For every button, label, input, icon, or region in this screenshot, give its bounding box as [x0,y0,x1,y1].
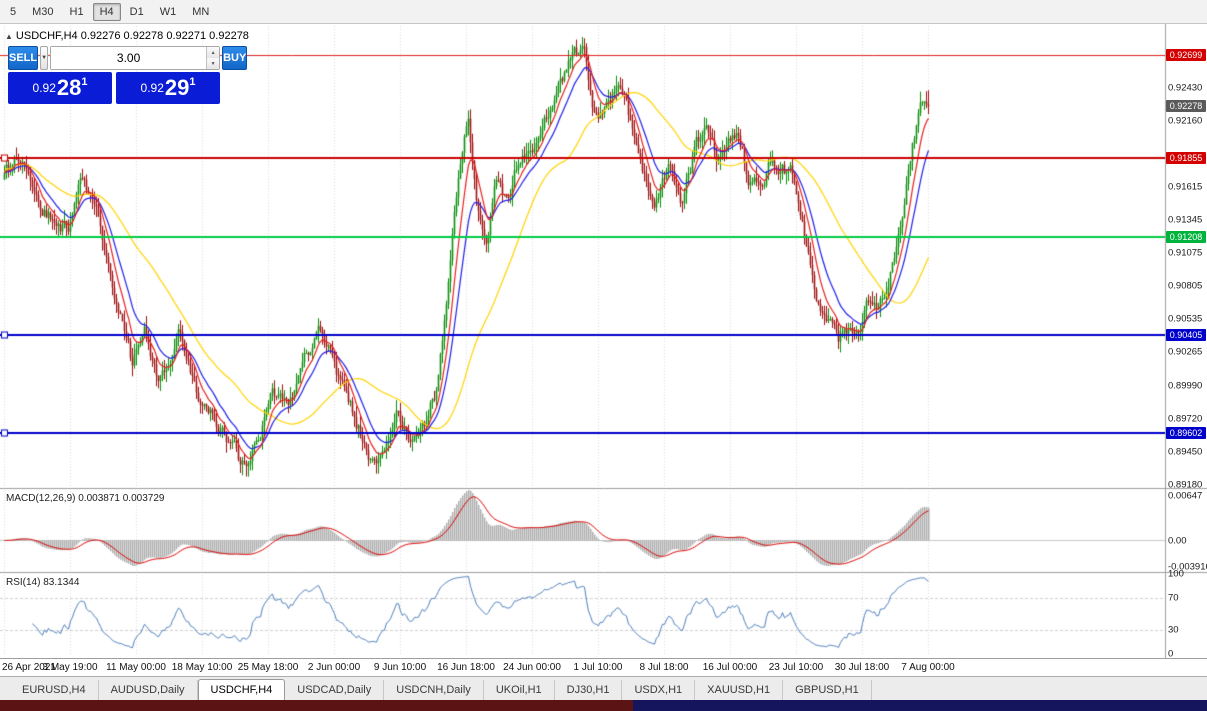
period-button-5[interactable]: 5 [10,5,17,18]
time-axis-label: 16 Jun 18:00 [437,662,495,673]
trade-controls-row: SELL ▼ ▲ ▼ BUY [8,46,248,70]
chart-tab-dj30-h1[interactable]: DJ30,H1 [555,680,623,700]
period-button-w1[interactable]: W1 [159,5,177,18]
tick-up-icon: ▲ [5,32,13,41]
sell-price-display[interactable]: 0.92 28 1 [8,72,112,104]
time-axis-label: 18 May 10:00 [171,662,233,673]
time-axis-label: 24 Jun 00:00 [503,662,561,673]
status-strip-left [0,700,633,711]
sell-price-big: 28 [56,75,82,100]
sell-button[interactable]: SELL [8,46,39,70]
timeframe-toolbar: 5 M30 H1 H4 D1 W1 MN [0,0,1207,24]
period-button-mn[interactable]: MN [192,5,210,18]
chart-tab-usdcad-daily[interactable]: USDCAD,Daily [285,680,385,700]
chart-tab-audusd-daily[interactable]: AUDUSD,Daily [99,680,198,700]
chart-tab-usdx-h1[interactable]: USDX,H1 [622,680,696,700]
time-axis-label: 26 Apr 2021 [2,662,56,673]
status-strip-right [633,700,1207,711]
time-axis-label: 2 Jun 00:00 [307,662,361,673]
time-axis-label: 8 Jul 18:00 [639,662,689,673]
volume-field: ▲ ▼ [50,46,221,70]
time-axis-label: 3 May 19:00 [42,662,98,673]
volume-input[interactable] [51,47,207,69]
chart-tab-usdchf-h4[interactable]: USDCHF,H4 [197,679,286,700]
time-axis-label: 30 Jul 18:00 [834,662,890,673]
time-axis-label: 23 Jul 10:00 [768,662,824,673]
trade-prices-row: 0.92 28 1 0.92 29 1 [8,72,220,104]
time-axis-label: 1 Jul 10:00 [573,662,623,673]
price-chart-canvas[interactable] [0,24,1207,658]
volume-decrease-button[interactable]: ▼ [207,58,220,69]
time-axis-label: 11 May 00:00 [106,662,166,673]
time-axis-label: 16 Jul 00:00 [702,662,758,673]
buy-price-display[interactable]: 0.92 29 1 [116,72,220,104]
ohlc-readout: ▲ USDCHF,H4 0.92276 0.92278 0.92271 0.922… [5,30,249,42]
buy-price-prefix: 0.92 [140,81,164,95]
sell-price-prefix: 0.92 [32,81,56,95]
time-axis[interactable]: 26 Apr 2021 3 May 19:00 11 May 00:00 18 May… [0,658,1207,676]
macd-indicator-label: MACD(12,26,9) 0.003871 0.003729 [6,493,165,504]
time-axis-label: 25 May 18:00 [237,662,299,673]
volume-increase-button[interactable]: ▲ [207,47,220,58]
period-button-d1[interactable]: D1 [129,5,144,18]
buy-price-sup: 1 [189,76,196,88]
period-button-h4[interactable]: H4 [92,2,121,21]
chart-tabs-bar: EURUSD,H4 AUDUSD,Daily USDCHF,H4 USDCAD,Dai… [0,676,1207,700]
chevron-down-icon: ▼ [41,55,48,61]
buy-price-big: 29 [164,75,190,100]
volume-spinner: ▲ ▼ [206,47,220,69]
buy-button[interactable]: BUY [222,46,248,70]
time-axis-label: 9 Jun 10:00 [373,662,427,673]
chart-tab-xauusd-h1[interactable]: XAUUSD,H1 [695,680,784,700]
period-button-m30[interactable]: M30 [32,5,54,18]
volume-dropdown-button[interactable]: ▼ [40,46,49,70]
sell-price-sup: 1 [81,76,88,88]
chart-tab-ukoil-h1[interactable]: UKOil,H1 [484,680,555,700]
ohlc-text: USDCHF,H4 0.92276 0.92278 0.92271 0.9227… [15,30,249,42]
status-strip [0,700,1207,711]
time-axis-label: 7 Aug 00:00 [901,662,955,673]
chart-tab-eurusd-h4[interactable]: EURUSD,H4 [10,680,99,700]
chart-tab-usdcnh-daily[interactable]: USDCNH,Daily [384,680,484,700]
chart-tab-gbpusd-h1[interactable]: GBPUSD,H1 [783,680,872,700]
chart-area: ▲ USDCHF,H4 0.92276 0.92278 0.92271 0.922… [0,24,1207,658]
period-button-h1[interactable]: H1 [69,5,84,18]
rsi-indicator-label: RSI(14) 83.1344 [6,577,80,588]
